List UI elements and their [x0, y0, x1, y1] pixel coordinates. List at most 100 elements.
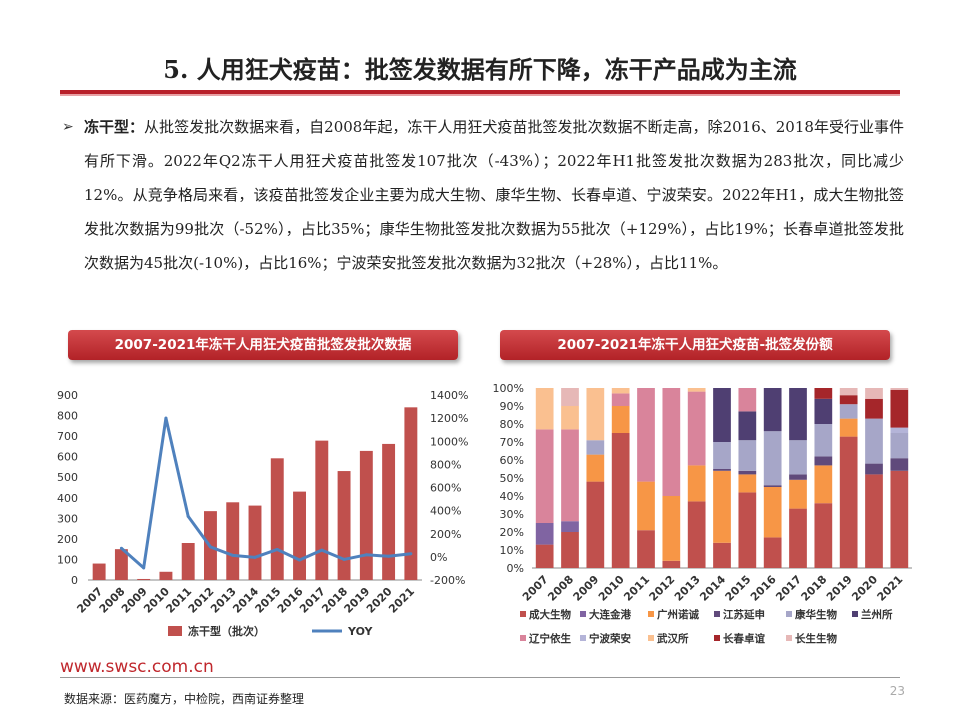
legend-label-成大生物: 成大生物: [529, 608, 571, 621]
yoy-point: [298, 558, 302, 562]
yoy-line: [120, 416, 412, 570]
x-tick-label: 2017: [773, 573, 804, 604]
x-tick-label: 2011: [621, 573, 652, 604]
x-tick-label: 2015: [723, 573, 754, 604]
bar-2009: [137, 578, 151, 580]
right-tick-label: -200%: [430, 574, 465, 587]
bar-2016: [293, 491, 306, 580]
yoy-point: [164, 416, 168, 420]
x-tick-label: 2018: [799, 573, 830, 604]
y-tick-label: 80%: [500, 418, 524, 431]
legend-swatch-长春卓谊: [714, 635, 720, 641]
legend-label-大连金港: 大连金港: [589, 608, 631, 621]
left-tick-label: 700: [57, 430, 78, 443]
segment-长春卓谊-2019: [839, 395, 858, 405]
yoy-point: [364, 553, 368, 557]
legend-label-辽宁依生: 辽宁依生: [529, 632, 571, 645]
y-tick-label: 30%: [500, 508, 524, 521]
x-tick-label: 2021: [386, 585, 417, 616]
page-number: 23: [889, 684, 905, 698]
segment-成大生物-2007: [535, 544, 554, 568]
bullet-arrow-icon: ➢: [62, 119, 74, 135]
segment-广州诺诚-2011: [637, 481, 655, 531]
bar-2018: [337, 471, 351, 580]
bar-2017: [315, 440, 329, 580]
x-tick-label: 2021: [875, 573, 906, 604]
segment-广州诺诚-2017: [789, 479, 807, 509]
footer-divider: [60, 677, 900, 678]
y-tick-label: 10%: [500, 544, 524, 557]
yoy-point: [253, 555, 257, 559]
segment-辽宁依生-2007: [535, 429, 554, 523]
legend-label-长生生物: 长生生物: [795, 632, 837, 645]
x-tick-label: 2019: [824, 573, 855, 604]
segment-成大生物-2011: [637, 530, 655, 568]
left-tick-label: 0: [71, 574, 78, 587]
y-tick-label: 60%: [500, 454, 524, 467]
website-url[interactable]: www.swsc.com.cn: [60, 657, 214, 677]
legend-swatch-广州诺诚: [648, 611, 654, 617]
left-tick-label: 600: [57, 451, 78, 464]
segment-长生生物-2020: [865, 388, 883, 399]
segment-成大生物-2016: [763, 537, 782, 568]
yoy-point: [208, 545, 212, 549]
x-tick-label: 2012: [647, 573, 678, 604]
bullet-text: 从批签发批次数据来看，自2008年起，冻干人用狂犬疫苗批签发批次数据不断走高，除…: [84, 118, 904, 272]
yoy-point: [342, 557, 346, 561]
segment-成大生物-2021: [890, 470, 909, 568]
segment-江苏延申-2018: [814, 456, 833, 466]
segment-武汉所-2007: [535, 388, 554, 430]
segment-江苏延申-2016: [763, 485, 782, 487]
legend-label-武汉所: 武汉所: [657, 632, 689, 645]
segment-康华生物-2015: [738, 440, 757, 471]
segment-辽宁依生-2015: [738, 388, 757, 412]
segment-长生生物-2021: [890, 388, 909, 390]
legend-swatch-宁波荣安: [580, 635, 586, 641]
legend-label-宁波荣安: 宁波荣安: [589, 632, 631, 645]
segment-长春卓谊-2018: [814, 388, 833, 399]
segment-广州诺诚-2010: [611, 406, 630, 433]
x-tick-label: 2013: [672, 573, 703, 604]
legend-label-江苏延申: 江苏延申: [723, 608, 765, 621]
legend-swatch-大连金港: [580, 611, 586, 617]
segment-江苏延申-2017: [789, 474, 807, 480]
y-tick-label: 50%: [500, 472, 524, 485]
segment-成大生物-2018: [814, 503, 833, 568]
yoy-point: [142, 566, 146, 570]
segment-江苏延申-2015: [738, 470, 757, 475]
left-tick-label: 200: [57, 533, 78, 546]
segment-康华生物-2014: [713, 442, 731, 469]
segment-成大生物-2017: [789, 508, 807, 568]
segment-康华生物-2018: [814, 424, 833, 457]
segment-成大生物-2012: [662, 560, 681, 568]
yoy-point: [275, 547, 279, 551]
bar-2008: [114, 549, 128, 580]
legend-swatch-兰州所: [852, 611, 858, 617]
legend-swatch-武汉所: [648, 635, 654, 641]
segment-成大生物-2009: [586, 481, 605, 568]
bar-2014: [248, 505, 262, 580]
right-tick-label: 1200%: [430, 412, 468, 425]
segment-广州诺诚-2014: [713, 470, 731, 543]
segment-武汉所-2013: [687, 388, 706, 392]
legend-label-康华生物: 康华生物: [795, 608, 837, 621]
segment-康华生物-2009: [586, 440, 605, 455]
segment-广州诺诚-2018: [814, 465, 833, 504]
segment-广州诺诚-2019: [839, 418, 858, 437]
legend-label-兰州所: 兰州所: [861, 608, 893, 621]
yoy-point: [231, 553, 235, 557]
x-tick-label: 2007: [520, 573, 551, 604]
yoy-point: [409, 552, 413, 556]
legend-label-广州诺诚: 广州诺诚: [657, 608, 699, 621]
segment-兰州所-2014: [713, 388, 731, 442]
right-tick-label: 1400%: [430, 389, 468, 402]
segment-成大生物-2019: [839, 436, 858, 568]
segment-兰州所-2017: [789, 388, 807, 441]
y-tick-label: 70%: [500, 436, 524, 449]
legend-swatch-成大生物: [520, 611, 526, 617]
segment-康华生物-2019: [839, 404, 858, 419]
bar-2021: [404, 407, 418, 580]
bullet-heading: 冻干型：: [84, 118, 145, 136]
segment-武汉所-2008: [561, 406, 579, 430]
bar-2010: [159, 571, 173, 580]
